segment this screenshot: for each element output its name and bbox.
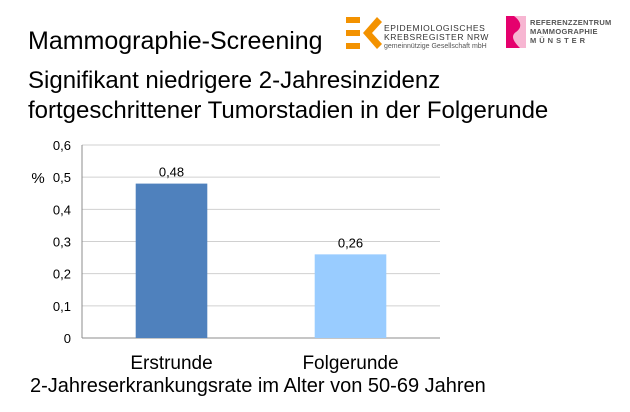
referenzzentrum-logo-line2: MAMMOGRAPHIE xyxy=(530,27,598,36)
bar xyxy=(135,183,208,338)
y-tick-label: 0,2 xyxy=(53,267,71,282)
chart-caption: 2-Jahreserkrankungsrate im Alter von 50-… xyxy=(30,375,486,397)
x-category-label: Erstrunde xyxy=(130,353,212,374)
referenzzentrum-logo-mark xyxy=(506,16,526,48)
bar-value-label: 0,26 xyxy=(338,235,363,250)
headline-line2: fortgeschrittener Tumorstadien in der Fo… xyxy=(28,97,549,124)
ekr-logo-line3: gemeinnützige Gesellschaft mbH xyxy=(384,43,487,50)
referenzzentrum-logo-line1: REFERENZZENTRUM xyxy=(530,18,612,27)
referenzzentrum-logo: REFERENZZENTRUM MAMMOGRAPHIE MÜNSTER xyxy=(506,12,624,54)
y-axis-unit-label: % xyxy=(31,170,44,187)
x-category-label: Folgerunde xyxy=(302,353,398,374)
bar-value-label: 0,48 xyxy=(159,165,184,180)
y-tick-label: 0,1 xyxy=(53,299,71,314)
ekr-logo: EPIDEMIOLOGISCHES KREBSREGISTER NRW geme… xyxy=(344,12,494,54)
ekr-logo-line2: KREBSREGISTER NRW xyxy=(384,32,489,42)
y-tick-label: 0,4 xyxy=(53,202,71,217)
y-tick-label: 0,6 xyxy=(53,138,71,153)
y-tick-label: 0 xyxy=(64,331,71,346)
ekr-logo-line1: EPIDEMIOLOGISCHES xyxy=(384,23,486,33)
bar xyxy=(314,254,387,338)
y-tick-label: 0,3 xyxy=(53,235,71,250)
slide-headline: Signifikant niedrigere 2-Jahresinzidenz … xyxy=(28,66,628,126)
referenzzentrum-logo-line3: MÜNSTER xyxy=(530,36,589,45)
ekr-logo-mark xyxy=(346,17,382,49)
slide-title: Mammographie-Screening xyxy=(28,27,323,55)
y-tick-label: 0,5 xyxy=(53,170,71,185)
headline-line1: Signifikant niedrigere 2-Jahresinzidenz xyxy=(28,67,441,94)
